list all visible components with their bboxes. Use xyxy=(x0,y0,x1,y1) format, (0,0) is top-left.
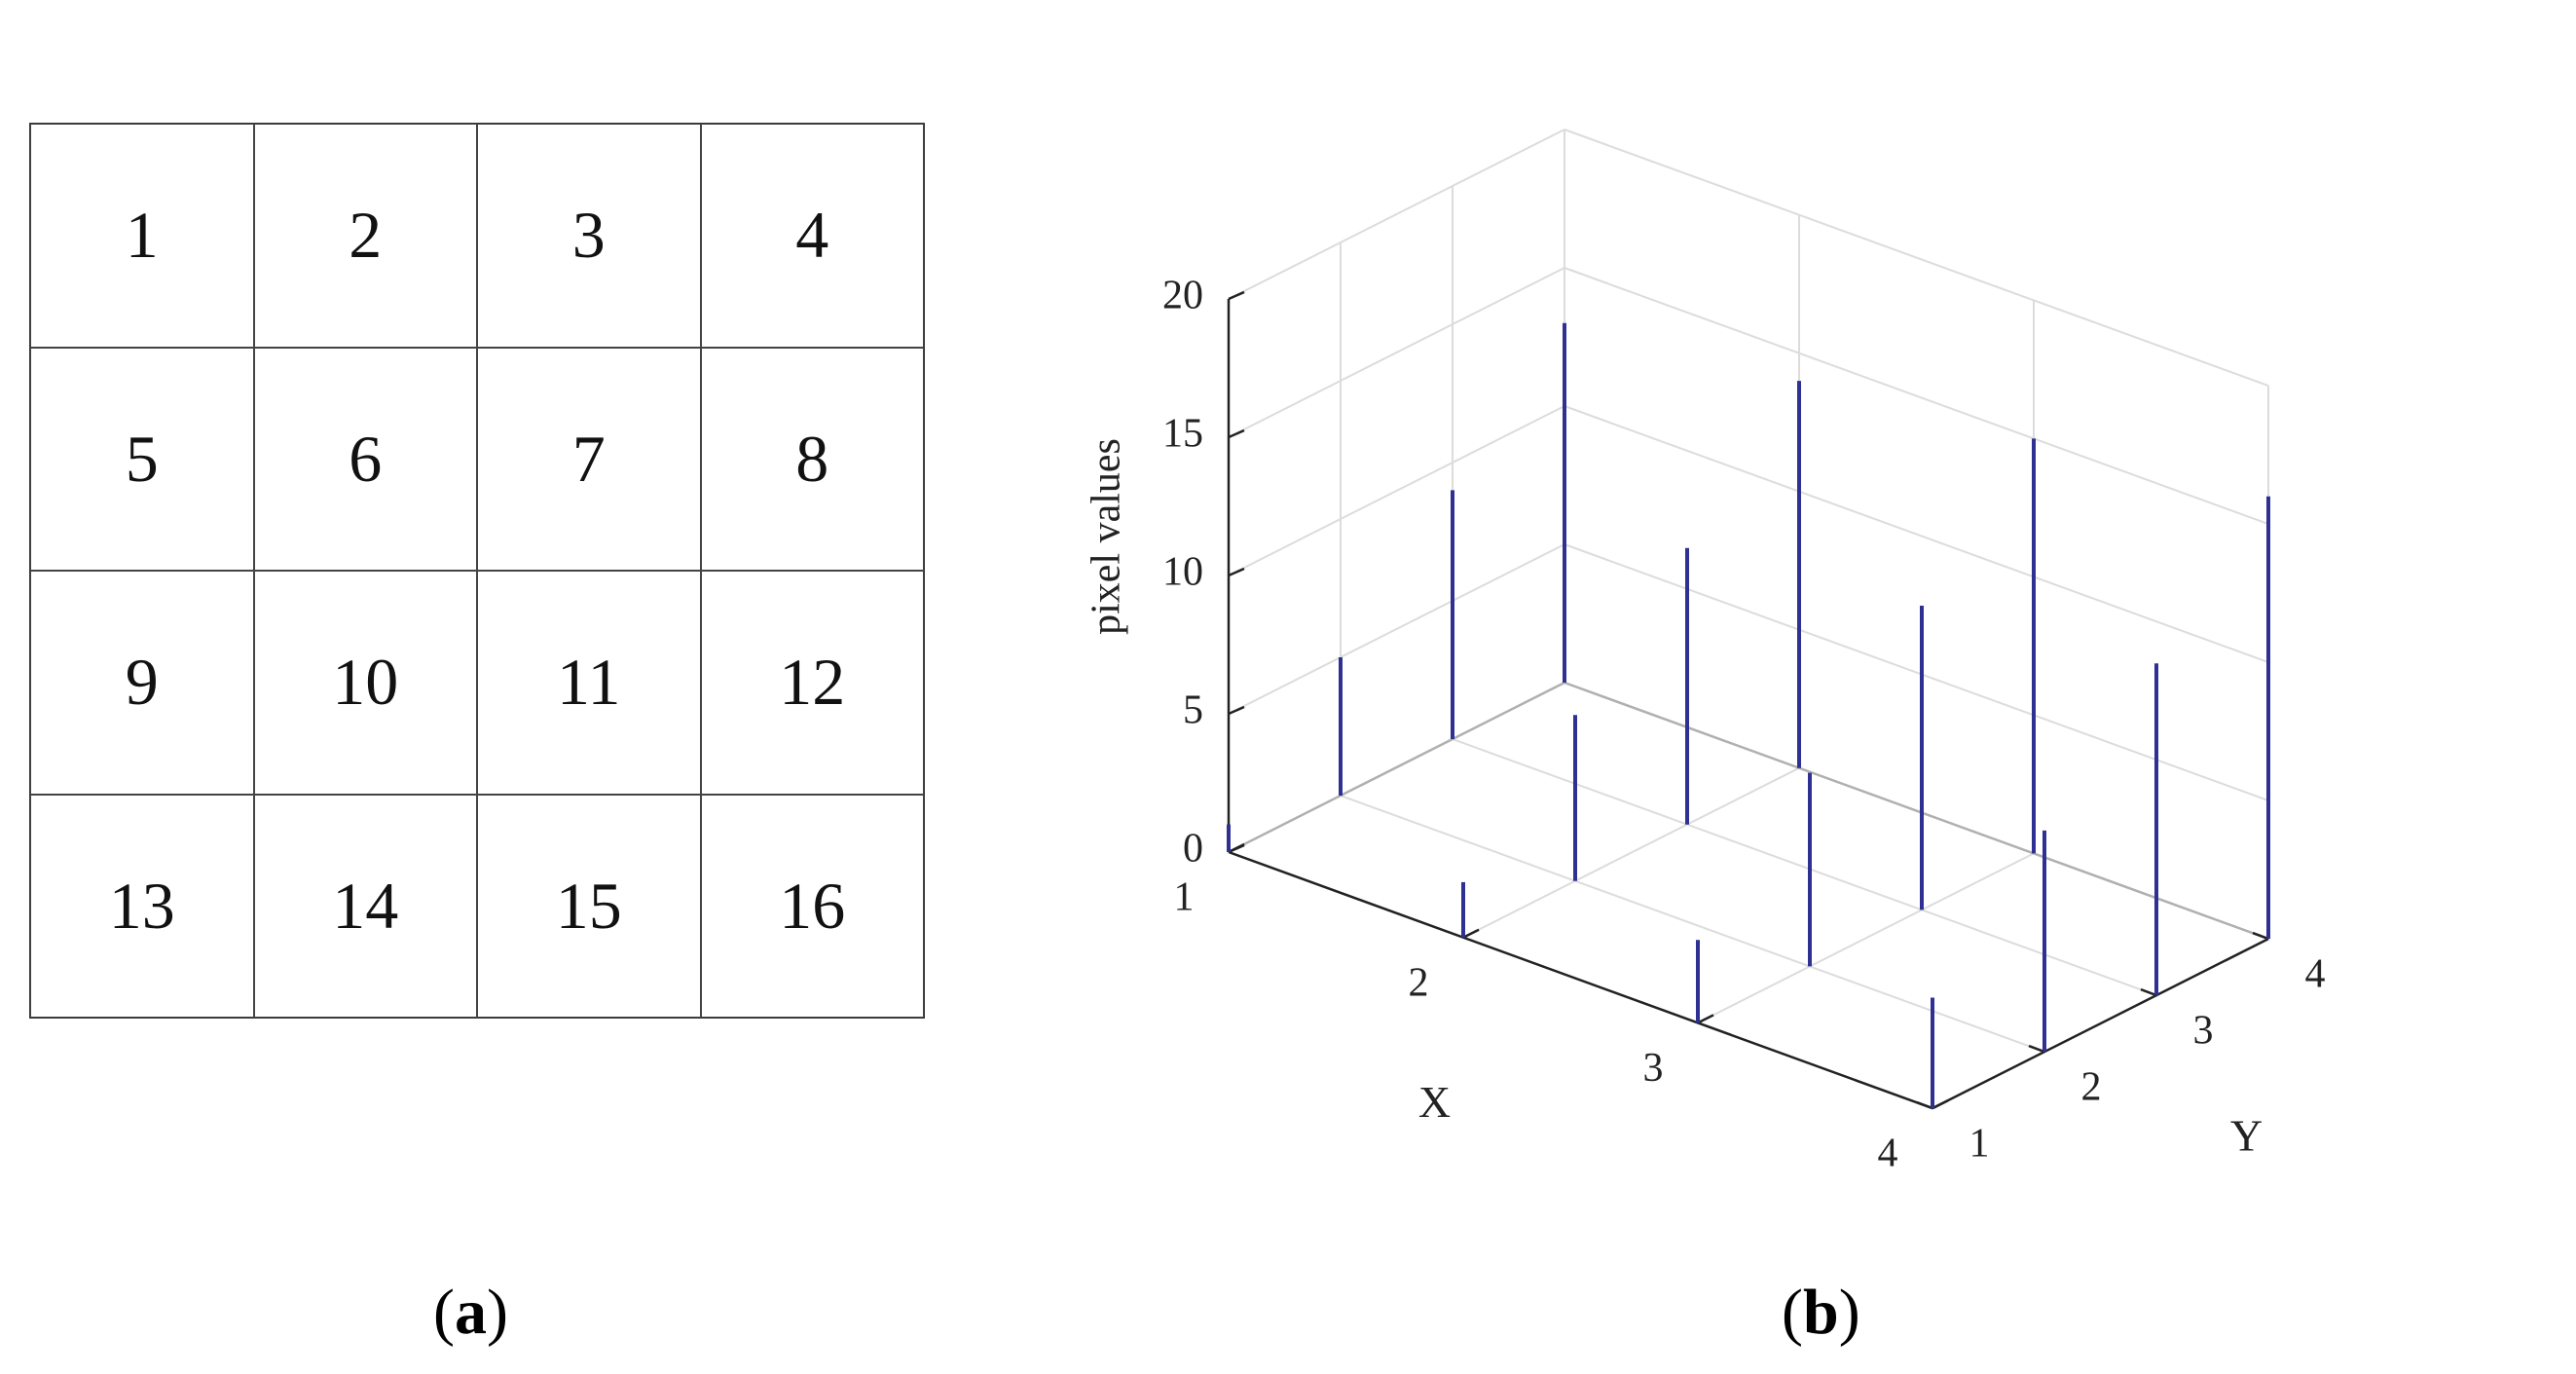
x-tick-label: 4 xyxy=(1878,1132,1898,1176)
wall-grid-line xyxy=(1228,129,1565,300)
grid-cell: 9 xyxy=(30,571,254,795)
wall-grid-line xyxy=(1228,267,1565,438)
grid-cell: 10 xyxy=(253,571,477,795)
grid-cell: 11 xyxy=(477,571,701,795)
x-tick-label: 1 xyxy=(1174,875,1195,920)
wall-grid-line xyxy=(1564,405,2269,664)
z-tick-mark xyxy=(1228,567,1245,577)
z-tick-mark xyxy=(1228,843,1245,854)
floor-grid-line xyxy=(1462,766,1800,939)
grid-cell: 1 xyxy=(30,124,254,348)
y-tick-label: 3 xyxy=(2193,1009,2214,1054)
z-tick-mark xyxy=(1228,705,1245,716)
y-tick-mark xyxy=(2028,1044,2045,1054)
pixel-index-grid: 1 2 3 4 5 6 7 8 9 10 11 12 13 14 15 16 xyxy=(29,123,925,1019)
z-tick-label: 5 xyxy=(1183,688,1203,733)
grid-cell: 12 xyxy=(700,571,924,795)
grid-cell: 16 xyxy=(700,794,924,1018)
x-tick-mark xyxy=(1932,1098,1949,1110)
z-tick-label: 20 xyxy=(1162,274,1203,318)
x-tick-mark xyxy=(1462,928,1480,939)
x-tick-mark xyxy=(1697,1014,1714,1024)
grid-cell: 8 xyxy=(700,347,924,571)
floor-grid-line xyxy=(1697,852,2035,1024)
grid-cell: 13 xyxy=(30,794,254,1018)
grid-cell: 5 xyxy=(30,347,254,571)
grid-cell: 7 xyxy=(477,347,701,571)
grid-cell: 4 xyxy=(700,124,924,348)
y-tick-mark xyxy=(2252,931,2269,941)
panel-b-label: (b) xyxy=(1782,1277,1860,1348)
y-tick-label: 2 xyxy=(2081,1065,2102,1110)
y-tick-label: 1 xyxy=(1969,1122,1990,1167)
wall-grid-line xyxy=(1564,267,2269,526)
wall-grid-line xyxy=(1228,543,1565,715)
grid-cell: 3 xyxy=(477,124,701,348)
z-tick-label: 15 xyxy=(1162,412,1203,457)
y-tick-mark xyxy=(2140,987,2157,997)
z-axis-label: pixel values xyxy=(1085,438,1129,635)
z-tick-label: 0 xyxy=(1183,827,1203,872)
y-axis-label: Y xyxy=(2230,1111,2263,1161)
x-tick-label: 3 xyxy=(1643,1046,1664,1091)
y-axis-line xyxy=(1932,937,2269,1110)
x-axis-label: X xyxy=(1418,1077,1451,1127)
floor-grid-line xyxy=(1340,795,2045,1054)
grid-cell: 14 xyxy=(253,794,477,1018)
panel-a-label: (a) xyxy=(433,1277,508,1348)
floor-back-edge xyxy=(1564,681,2269,941)
y-tick-mark xyxy=(1916,1100,1933,1110)
z-tick-label: 10 xyxy=(1162,550,1203,595)
x-tick-label: 2 xyxy=(1409,960,1429,1005)
grid-cell: 6 xyxy=(253,347,477,571)
floor-back-edge xyxy=(1228,681,1565,854)
y-tick-label: 4 xyxy=(2305,952,2326,997)
wall-grid-line xyxy=(1564,543,2269,802)
x-axis-line xyxy=(1228,850,1933,1110)
grid-cell: 15 xyxy=(477,794,701,1018)
z-tick-mark xyxy=(1228,428,1245,439)
grid-cell: 2 xyxy=(253,124,477,348)
z-tick-mark xyxy=(1228,290,1245,301)
wall-grid-line xyxy=(1564,129,2269,388)
wall-grid-line xyxy=(1228,405,1565,576)
floor-grid-line xyxy=(1452,738,2157,997)
